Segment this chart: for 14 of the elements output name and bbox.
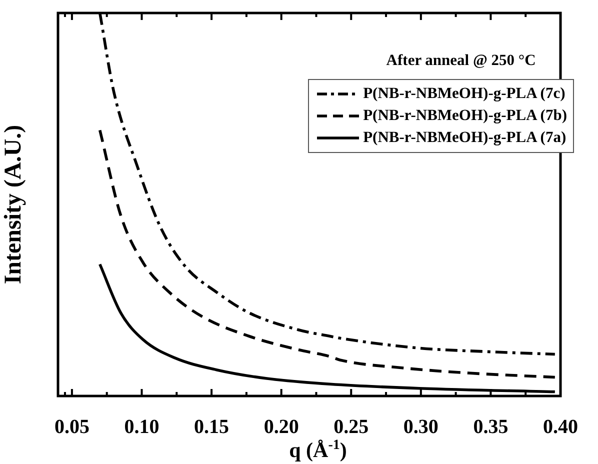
legend-title: After anneal @ 250 °C — [385, 52, 537, 70]
legend-label: P(NB-r-NBMeOH)-g-PLA (7a) — [363, 129, 566, 147]
x-tick-label: 0.15 — [194, 416, 230, 438]
x-tick-label: 0.35 — [473, 416, 508, 438]
legend-label: P(NB-r-NBMeOH)-g-PLA (7b) — [363, 107, 567, 125]
x-tick-label: 0.40 — [543, 416, 578, 438]
x-tick-label: 0.20 — [264, 416, 299, 438]
legend-label: P(NB-r-NBMeOH)-g-PLA (7c) — [363, 85, 566, 103]
x-tick-label: 0.30 — [403, 416, 438, 438]
y-axis-title: Intensity (A.U.) — [0, 124, 27, 284]
x-axis-title: q (Å$^{-1}$) — [288, 438, 348, 462]
x-tick-label: 0.10 — [124, 416, 160, 438]
x-tick-label: 0.25 — [334, 416, 369, 438]
x-tick-label: 0.05 — [54, 416, 90, 438]
